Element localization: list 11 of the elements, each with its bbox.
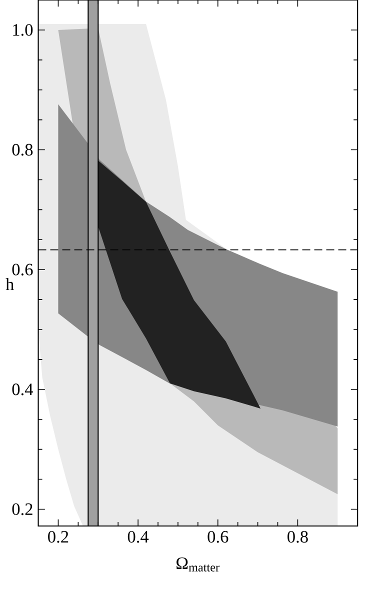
x-tick-label: 0.2 — [48, 530, 68, 543]
y-tick-label: 0.2 — [12, 503, 32, 516]
y-tick-label: 0.6 — [12, 264, 33, 276]
x-tick-label: 0.4 — [128, 530, 149, 543]
x-axis-title: Ω$_{matter}$ — [176, 557, 220, 572]
y-tick-label: 1.0 — [13, 24, 33, 36]
y-tick-label: 0.8 — [12, 144, 33, 156]
x-tick-label: 0.8 — [288, 530, 308, 543]
x-tick-label: 0.6 — [208, 530, 228, 543]
y-axis-title: h — [6, 278, 14, 290]
y-tick-label: 0.4 — [12, 384, 34, 396]
